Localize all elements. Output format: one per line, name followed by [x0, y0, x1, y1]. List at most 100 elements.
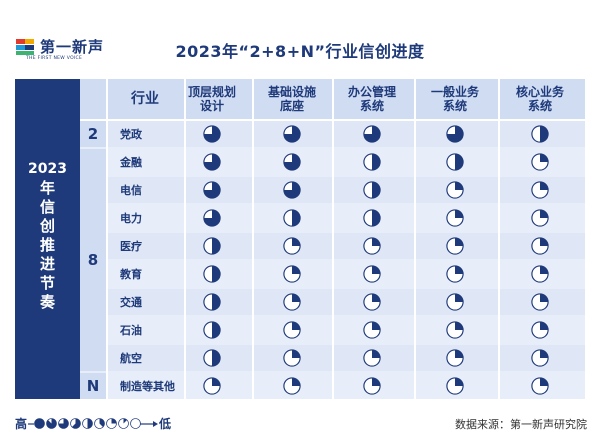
progress-pie-icon: [203, 153, 221, 171]
header-column-line: 基础设施: [267, 85, 316, 99]
progress-pie-icon: [203, 181, 221, 199]
group-cell: 2: [80, 121, 106, 147]
progress-pie-icon: [363, 125, 381, 143]
industry-label: 电力: [120, 212, 142, 225]
progress-pie-icon: [283, 153, 301, 171]
side-label-char: 信: [39, 198, 55, 216]
column-divider: [106, 79, 108, 399]
progress-pie-icon: [446, 181, 464, 199]
progress-pie-icon: [283, 349, 301, 367]
progress-pie-icon: [283, 125, 301, 143]
header-divider: [80, 119, 585, 121]
progress-pie-icon: [363, 237, 381, 255]
progress-pie-icon: [363, 209, 381, 227]
group-cell: 8: [80, 149, 106, 371]
progress-pie-icon: [363, 181, 381, 199]
column-divider: [332, 79, 334, 399]
industry-label: 党政: [120, 128, 142, 141]
progress-pie-icon: [203, 125, 221, 143]
header-column-line: 底座: [279, 99, 304, 113]
progress-pie-icon: [531, 321, 549, 339]
progress-pie-icon: [283, 237, 301, 255]
progress-pie-icon: [531, 153, 549, 171]
logo-mark-icon: [16, 39, 34, 55]
side-label-char: 奏: [39, 293, 55, 311]
progress-pie-icon: [531, 237, 549, 255]
side-label-char: 年: [39, 179, 55, 197]
progress-pie-icon: [531, 125, 549, 143]
header-column-line: 核心业务: [515, 85, 564, 99]
legend-high-label: 高: [15, 417, 28, 431]
progress-pie-icon: [203, 265, 221, 283]
legend-pie-icon: [34, 418, 45, 429]
legend-arrow-icon: [140, 421, 158, 427]
progress-pie-icon: [283, 265, 301, 283]
page-title: 2023年“2+8+N”行业信创进度: [175, 42, 425, 61]
industry-label: 石油: [120, 324, 142, 337]
progress-pie-icon: [446, 209, 464, 227]
industry-label: 制造等其他: [120, 380, 175, 393]
progress-pie-icon: [446, 265, 464, 283]
progress-pie-icon: [283, 181, 301, 199]
side-label-char: 进: [39, 255, 55, 273]
legend-pie-icon: [82, 418, 93, 429]
progress-pie-icon: [363, 377, 381, 395]
header-column-line: 一般业务: [430, 85, 479, 99]
legend-pie-icon: [70, 418, 81, 429]
legend-low-label: 低: [159, 417, 172, 431]
header-column-line: 系统: [359, 99, 384, 113]
side-band: [15, 79, 80, 399]
progress-pie-icon: [531, 349, 549, 367]
data-source: 数据来源：第一新声研究院: [455, 418, 587, 431]
progress-pie-icon: [531, 377, 549, 395]
header-column-1: 基础设施 底座: [252, 79, 332, 119]
side-label: 2023 年信创推进节奏: [15, 160, 80, 312]
progress-pie-icon: [531, 209, 549, 227]
header-column-line: 设计: [199, 99, 224, 113]
header-column-line: 系统: [527, 99, 552, 113]
progress-pie-icon: [363, 293, 381, 311]
header-column-2: 办公管理 系统: [332, 79, 412, 119]
header-column-3: 一般业务 系统: [415, 79, 495, 119]
industry-label: 电信: [120, 184, 142, 197]
column-divider: [413, 79, 416, 399]
header-column-line: 办公管理: [347, 85, 396, 99]
industry-label: 航空: [120, 352, 142, 365]
progress-pie-icon: [203, 209, 221, 227]
industry-label: 医疗: [120, 240, 142, 253]
progress-pie-icon: [446, 237, 464, 255]
progress-pie-icon: [446, 125, 464, 143]
legend-left-arrow-icon: [28, 423, 34, 425]
header-column-line: 顶层规划: [187, 85, 236, 99]
progress-pie-icon: [203, 377, 221, 395]
legend-pie-icon: [106, 418, 117, 429]
progress-pie-icon: [363, 349, 381, 367]
legend-pie-icon: [58, 418, 69, 429]
progress-pie-icon: [531, 265, 549, 283]
progress-pie-icon: [203, 321, 221, 339]
progress-pie-icon: [283, 377, 301, 395]
legend-pie-icon: [118, 418, 129, 429]
header-column-line: 系统: [442, 99, 467, 113]
progress-pie-icon: [203, 349, 221, 367]
progress-pie-icon: [446, 153, 464, 171]
progress-pie-icon: [363, 321, 381, 339]
industry-label: 交通: [120, 296, 142, 309]
progress-pie-icon: [283, 209, 301, 227]
progress-pie-icon: [363, 265, 381, 283]
column-divider: [252, 79, 254, 399]
progress-pie-icon: [531, 293, 549, 311]
progress-pie-icon: [203, 237, 221, 255]
side-label-char: 推: [39, 236, 55, 254]
brand-logo: 第一新声 THE FIRST NEW VOICE: [14, 36, 124, 66]
column-divider: [497, 79, 500, 399]
header-column-0: 顶层规划 设计: [172, 79, 252, 119]
header-column-4: 核心业务 系统: [500, 79, 580, 119]
progress-pie-icon: [363, 153, 381, 171]
progress-pie-icon: [446, 377, 464, 395]
side-label-char: 节: [39, 274, 55, 292]
industry-label: 金融: [120, 156, 142, 169]
group-cell: N: [80, 373, 106, 399]
logo-tagline: THE FIRST NEW VOICE: [26, 56, 83, 61]
legend-pie-icon: [46, 418, 57, 429]
